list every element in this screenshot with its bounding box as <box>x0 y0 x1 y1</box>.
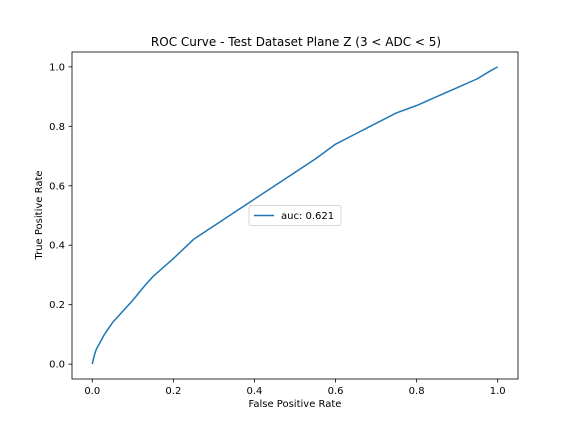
y-tick-label: 0.4 <box>49 241 65 252</box>
plot-area: 0.0 0.2 0.4 0.6 0.8 1.0 0.0 0.2 0.4 0.6 0.8 1.0 auc:… <box>49 51 519 397</box>
x-axis-label: False Positive Rate <box>249 399 342 410</box>
y-tick-label: 0.0 <box>49 360 65 371</box>
y-axis-label: True Positive Rate <box>34 170 45 260</box>
legend-label: auc: 0.621 <box>281 211 334 222</box>
series-line-0 <box>91 66 499 365</box>
x-tick-label: 0.8 <box>409 386 425 397</box>
y-tick-label: 0.2 <box>49 300 65 311</box>
x-tick-label: 0.6 <box>328 386 344 397</box>
y-tick-label: 0.8 <box>49 122 65 133</box>
x-tick-label: 0.4 <box>247 386 263 397</box>
y-tick-label: 1.0 <box>49 62 65 73</box>
legend: auc: 0.621 <box>248 205 342 226</box>
chart-title: ROC Curve - Test Dataset Plane Z (3 < AD… <box>151 35 441 49</box>
axes-frame <box>71 51 519 380</box>
x-tick-label: 0.0 <box>84 386 100 397</box>
legend-box <box>248 205 342 226</box>
y-tick-label: 0.6 <box>49 181 65 192</box>
x-tick-label: 1.0 <box>490 386 506 397</box>
x-tick-label: 0.2 <box>165 386 181 397</box>
